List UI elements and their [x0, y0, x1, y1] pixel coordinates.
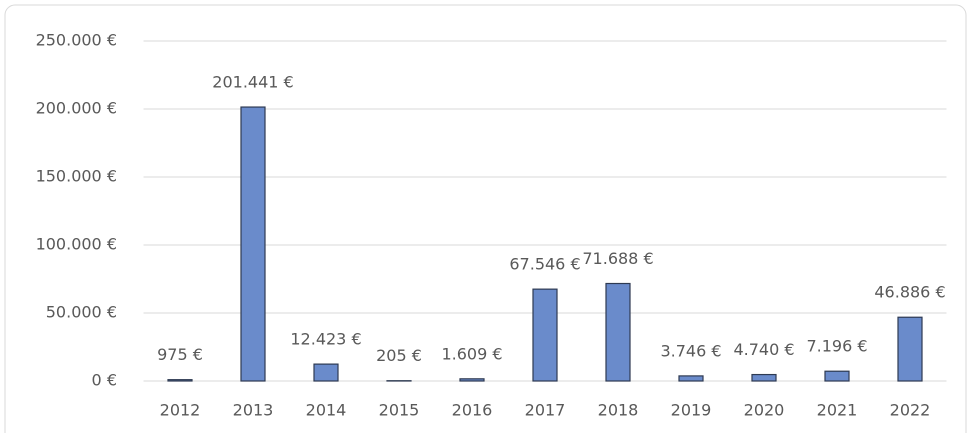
x-tick-label: 2015 — [379, 401, 420, 420]
bar — [751, 373, 777, 382]
value-label: 3.746 € — [660, 341, 721, 360]
x-tick-label: 2017 — [525, 401, 566, 420]
x-tick-label: 2016 — [452, 401, 493, 420]
value-label: 12.423 € — [290, 330, 361, 349]
y-tick-label: 150.000 € — [36, 167, 117, 186]
bar — [824, 370, 850, 382]
y-tick-label: 50.000 € — [46, 303, 117, 322]
y-tick-label: 200.000 € — [36, 99, 117, 118]
value-label: 71.688 € — [582, 249, 653, 268]
value-label: 205 € — [376, 346, 422, 365]
x-tick-label: 2012 — [160, 401, 201, 420]
x-tick-label: 2018 — [598, 401, 639, 420]
value-label: 7.196 € — [806, 337, 867, 356]
value-label: 4.740 € — [733, 340, 794, 359]
x-tick-label: 2022 — [890, 401, 931, 420]
bar — [897, 316, 923, 382]
value-label: 201.441 € — [212, 73, 293, 92]
x-tick-label: 2019 — [671, 401, 712, 420]
y-tick-label: 250.000 € — [36, 31, 117, 50]
chart-frame — [4, 4, 967, 433]
value-label: 46.886 € — [874, 283, 945, 302]
x-tick-label: 2020 — [744, 401, 785, 420]
value-label: 1.609 € — [441, 344, 502, 363]
x-tick-label: 2021 — [817, 401, 858, 420]
bar — [313, 363, 339, 382]
bar — [678, 375, 704, 382]
value-label: 67.546 € — [509, 255, 580, 274]
bar — [459, 378, 485, 382]
bar — [605, 282, 631, 382]
y-tick-label: 0 € — [92, 371, 117, 390]
bar — [167, 379, 193, 382]
x-tick-label: 2013 — [233, 401, 274, 420]
x-tick-label: 2014 — [306, 401, 347, 420]
y-tick-label: 100.000 € — [36, 235, 117, 254]
value-label: 975 € — [157, 345, 203, 364]
bar — [240, 106, 266, 382]
bar — [532, 288, 558, 382]
